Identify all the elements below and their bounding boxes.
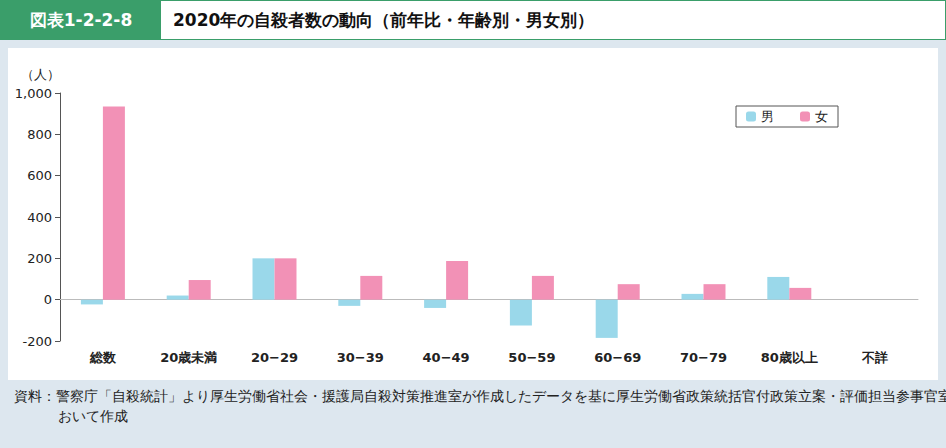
svg-text:400: 400	[27, 210, 52, 225]
svg-text:70−79: 70−79	[680, 350, 727, 365]
svg-text:60−69: 60−69	[594, 350, 641, 365]
svg-text:1,000: 1,000	[15, 86, 52, 101]
svg-text:30−39: 30−39	[337, 350, 384, 365]
svg-text:20歳未満: 20歳未満	[160, 350, 217, 365]
svg-text:-200: -200	[22, 334, 52, 349]
html-text:2020年の自殺者数の動向（前年比・年齢別・男女別）: 2020年の自殺者数の動向（前年比・年齢別・男女別）	[173, 9, 595, 30]
html-text:図表1-2-2-8: 図表1-2-2-8	[29, 10, 133, 30]
svg-text:総数: 総数	[89, 350, 117, 365]
svg-text:600: 600	[27, 168, 52, 183]
svg-text:0: 0	[44, 292, 52, 307]
svg-text:800: 800	[27, 127, 52, 142]
svg-text:不詳: 不詳	[861, 350, 888, 365]
svg-text:50−59: 50−59	[508, 350, 555, 365]
svg-text:女: 女	[815, 109, 828, 124]
svg-text:80歳以上: 80歳以上	[761, 350, 818, 365]
svg-text:40−49: 40−49	[423, 350, 470, 365]
svg-text:男: 男	[761, 109, 774, 124]
svg-text:（人）: （人）	[21, 67, 60, 82]
svg-text:20−29: 20−29	[251, 350, 298, 365]
svg-text:200: 200	[27, 251, 52, 266]
